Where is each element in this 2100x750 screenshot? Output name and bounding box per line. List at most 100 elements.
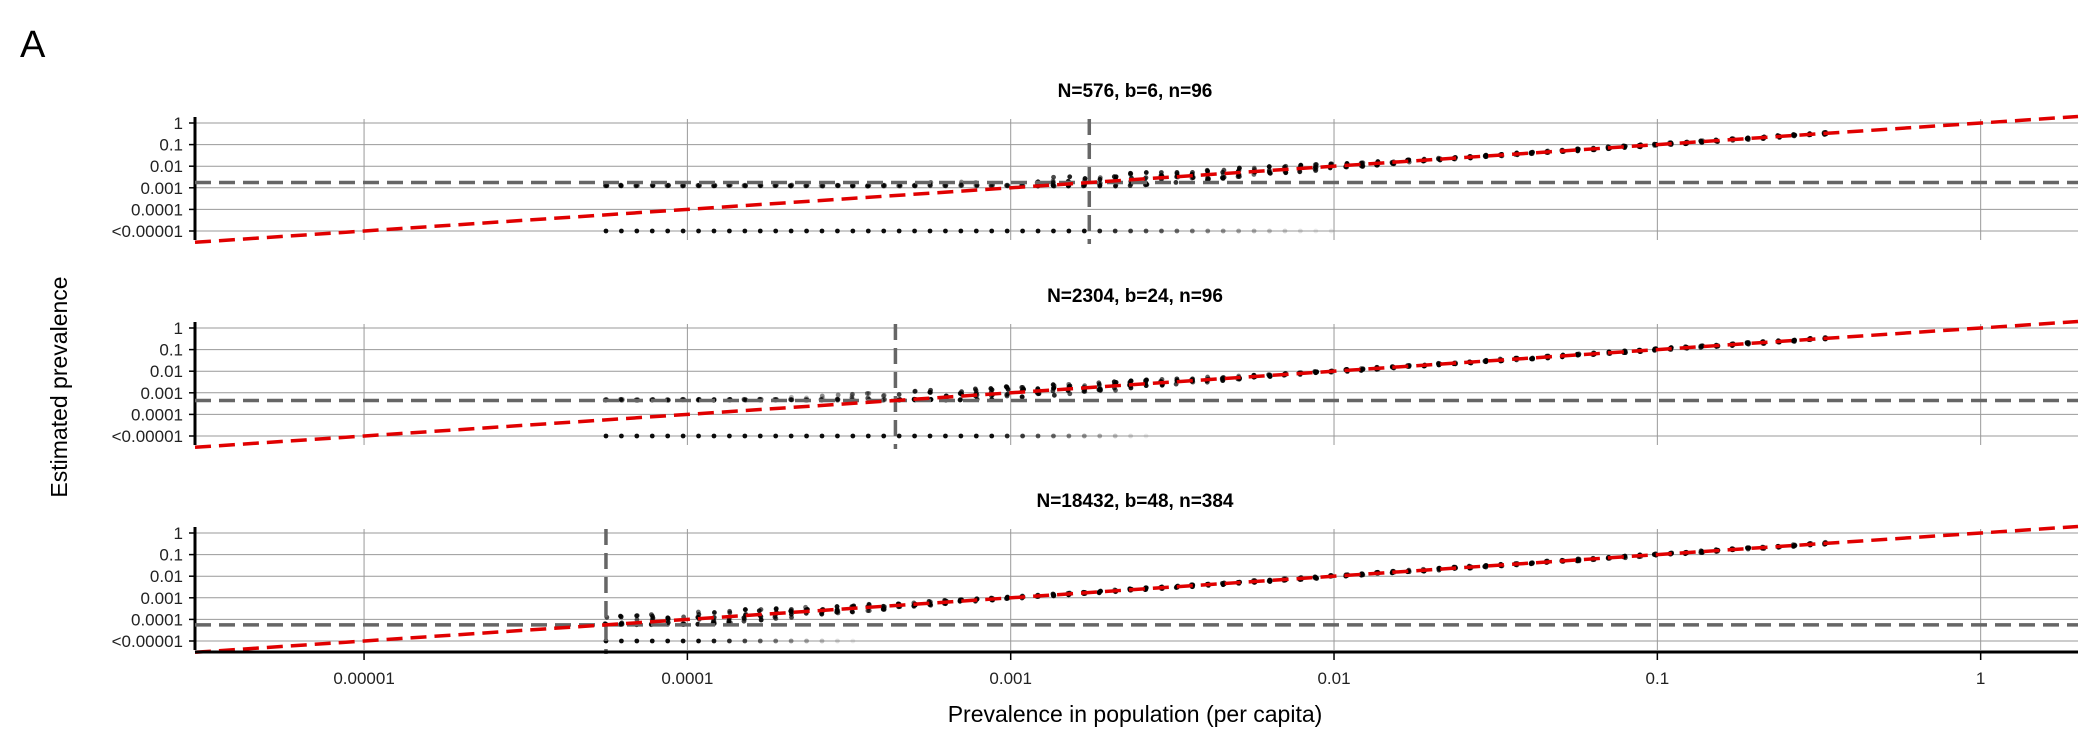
data-point <box>742 183 748 189</box>
data-point <box>741 396 747 402</box>
data-point-zero <box>1159 228 1164 234</box>
data-point <box>1576 352 1582 358</box>
data-point <box>803 183 809 189</box>
x-tick-label: 0.0001 <box>661 669 713 688</box>
data-point-zero <box>727 228 732 234</box>
data-point <box>1528 150 1534 155</box>
facet-panel-2: N=2304, b=24, n=96 <0.00001 0.0001 0.001 0.… <box>112 286 2079 450</box>
data-point-zero <box>958 433 964 439</box>
data-point <box>835 392 841 398</box>
data-point-zero <box>896 228 902 234</box>
data-point <box>666 397 671 403</box>
data-point-zero <box>881 228 887 234</box>
y-tick-label: 0.0001 <box>131 405 183 424</box>
data-point <box>942 183 948 189</box>
data-point <box>1698 550 1704 555</box>
data-point <box>1143 585 1149 591</box>
data-point-zero <box>819 638 825 644</box>
y-tick-label: 0.001 <box>140 589 183 608</box>
data-point <box>959 179 964 185</box>
data-point <box>850 391 855 397</box>
data-point-zero <box>943 228 948 234</box>
data-point <box>666 182 672 188</box>
data-point <box>1005 386 1011 392</box>
y-tick-label: 0.001 <box>140 179 183 198</box>
data-point <box>912 389 918 394</box>
data-point <box>787 183 793 189</box>
data-point-zero <box>1112 433 1118 439</box>
data-point <box>772 183 778 188</box>
data-point-zero <box>1297 228 1303 234</box>
data-point-zero <box>881 433 887 439</box>
data-point-zero <box>1004 228 1010 234</box>
data-point <box>1790 338 1796 344</box>
data-point <box>712 183 718 189</box>
data-point <box>742 607 748 612</box>
data-point <box>697 183 702 189</box>
data-point-zero <box>804 638 809 644</box>
data-point <box>743 397 749 403</box>
data-point <box>788 183 794 189</box>
data-point <box>897 183 903 189</box>
data-point-zero <box>865 228 871 234</box>
panel-letter: A <box>20 24 46 66</box>
data-point-zero <box>1020 433 1025 439</box>
data-point-zero <box>1143 433 1149 439</box>
data-point-zero <box>1066 228 1072 234</box>
data-point <box>743 183 749 189</box>
y-tick-label: 1 <box>174 114 183 133</box>
data-point-zero <box>1097 228 1103 234</box>
data-point <box>850 183 856 189</box>
data-point-zero <box>804 433 809 439</box>
data-point-zero <box>1035 433 1041 439</box>
y-tick-label: 0.1 <box>159 546 183 565</box>
data-point-zero <box>1236 228 1242 234</box>
data-point <box>604 183 610 189</box>
data-point <box>789 182 795 188</box>
data-point-zero <box>896 433 902 439</box>
data-point <box>804 183 810 188</box>
data-point-zero <box>665 433 671 439</box>
data-point <box>1266 164 1272 170</box>
data-point <box>756 608 762 614</box>
data-point-zero <box>1220 228 1226 234</box>
data-point <box>958 182 964 188</box>
data-point <box>743 183 748 189</box>
data-point <box>696 183 701 189</box>
data-point <box>1237 165 1242 171</box>
data-point-zero <box>1066 433 1072 439</box>
data-point <box>1004 392 1010 398</box>
data-point <box>1097 176 1103 182</box>
data-point <box>696 183 702 188</box>
data-point <box>882 397 888 403</box>
data-point <box>633 183 639 189</box>
data-point <box>1097 183 1103 189</box>
data-point <box>834 607 840 613</box>
data-point <box>788 397 794 403</box>
data-point-zero <box>1282 228 1288 234</box>
data-point <box>635 183 640 188</box>
facet-panel-1: N=576, b=6, n=96 <0.00001 0.0001 0.001 0.01… <box>112 81 2079 245</box>
data-point <box>803 183 809 189</box>
data-point-zero <box>1205 228 1211 234</box>
y-tick-label: 1 <box>174 319 183 338</box>
data-point-zero <box>1097 433 1103 439</box>
data-point-zero <box>665 228 671 234</box>
data-point-zero <box>742 228 748 234</box>
data-point <box>619 396 625 402</box>
data-point-zero <box>850 228 856 234</box>
data-point <box>1051 592 1057 598</box>
data-point-zero <box>1051 433 1056 439</box>
data-point <box>1482 358 1488 364</box>
data-point <box>618 397 624 403</box>
data-point-zero <box>788 228 794 234</box>
y-tick-label: <0.00001 <box>112 222 183 241</box>
data-point <box>1251 165 1257 171</box>
data-point <box>741 615 747 621</box>
data-point <box>618 182 624 188</box>
data-point <box>650 613 655 619</box>
data-point <box>1699 343 1704 349</box>
data-point-zero <box>711 433 717 439</box>
data-point <box>741 618 747 624</box>
data-point-zero <box>835 433 840 439</box>
